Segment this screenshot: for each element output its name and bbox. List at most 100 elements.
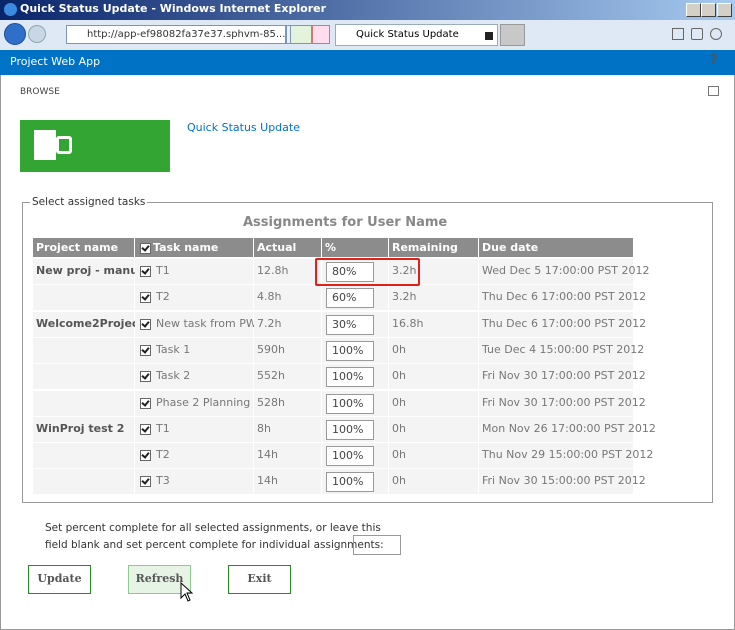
row-cell-bg (389, 416, 478, 442)
project-name: WinProj test 2 (36, 421, 125, 435)
favorites-button[interactable] (691, 28, 703, 40)
percent-all-input[interactable] (353, 535, 401, 555)
percent-input[interactable]: 100% (326, 393, 374, 414)
actual-work: 14h (257, 474, 278, 488)
row-cell-bg (389, 443, 478, 469)
row-cell-bg (135, 259, 253, 284)
row-cell-bg (479, 259, 633, 284)
remaining-work: 0h (392, 421, 406, 435)
remaining-work: 0h (392, 395, 406, 409)
row-cell-bg (135, 337, 253, 363)
column-header: Project name (33, 238, 134, 257)
instructions-line: field blank and set percent complete for… (45, 539, 384, 551)
project-name: New proj - manual (36, 264, 150, 277)
row-cell-bg (33, 469, 134, 495)
ie-icon (4, 3, 17, 16)
logo-glyph (34, 130, 56, 160)
row-cell-bg (254, 337, 321, 363)
minimize-button[interactable] (686, 3, 701, 17)
row-cell-bg (254, 285, 321, 311)
task-checkbox[interactable] (140, 476, 151, 488)
task-name: T2 (156, 448, 170, 462)
due-date: Tue Dec 4 15:00:00 PST 2012 (482, 342, 645, 356)
help-icon[interactable]: ? (710, 53, 718, 68)
due-date: Fri Nov 30 17:00:00 PST 2012 (482, 395, 646, 409)
stop-button[interactable] (312, 25, 330, 44)
maximize-button[interactable] (701, 3, 716, 17)
table-caption: Assignments for User Name (243, 215, 448, 230)
row-cell-bg (479, 285, 633, 311)
task-name: T2 (156, 290, 170, 304)
row-cell-bg (254, 259, 321, 284)
actual-work: 552h (257, 369, 285, 383)
actual-work: 590h (257, 342, 285, 356)
app-title[interactable]: Project Web App (10, 55, 101, 68)
instructions-line: Set percent complete for all selected as… (45, 522, 381, 534)
title-bar: Quick Status Update - Windows Internet E… (0, 0, 735, 20)
exit-button[interactable]: Exit (228, 565, 291, 594)
actual-work: 4.8h (257, 290, 282, 304)
remaining-work: 0h (392, 342, 406, 356)
task-checkbox[interactable] (140, 423, 151, 435)
percent-input[interactable]: 100% (326, 367, 374, 388)
update-button[interactable]: Update (28, 565, 91, 594)
select-all-checkbox[interactable] (140, 243, 151, 254)
row-cell-bg (33, 311, 134, 337)
task-checkbox[interactable] (140, 266, 151, 277)
row-cell-bg (135, 390, 253, 416)
row-cell-bg (389, 364, 478, 390)
actual-work: 12.8h (257, 264, 289, 277)
forward-button[interactable] (28, 25, 46, 43)
suite-bar: Project Web App (0, 50, 735, 75)
row-cell-bg (33, 390, 134, 416)
focus-button[interactable] (708, 86, 719, 96)
percent-input[interactable]: 100% (326, 340, 374, 361)
percent-input[interactable]: 80% (326, 262, 374, 282)
row-cell-bg (135, 416, 253, 442)
tools-button[interactable] (710, 28, 722, 40)
browser-tab[interactable]: Quick Status Update (335, 24, 498, 46)
task-checkbox[interactable] (140, 292, 151, 304)
row-cell-bg (135, 364, 253, 390)
percent-input[interactable]: 30% (326, 314, 374, 335)
row-cell-bg (389, 311, 478, 337)
home-button[interactable] (672, 28, 684, 40)
due-date: Mon Nov 26 17:00:00 PST 2012 (482, 421, 656, 435)
row-cell-bg (33, 416, 134, 442)
address-bar[interactable]: http://app-ef98082fa37e37.sphvm-85... (66, 25, 286, 44)
browse-tab[interactable]: BROWSE (20, 87, 60, 97)
task-checkbox[interactable] (140, 318, 151, 330)
row-cell-bg (33, 443, 134, 469)
due-date: Fri Nov 30 15:00:00 PST 2012 (482, 474, 646, 488)
column-header: Due date (479, 238, 633, 257)
row-cell-bg (479, 469, 633, 495)
page-link[interactable]: Quick Status Update (187, 121, 300, 134)
task-checkbox[interactable] (140, 344, 151, 356)
percent-input[interactable]: 100% (326, 446, 374, 467)
row-cell-bg (479, 390, 633, 416)
row-cell-bg (479, 337, 633, 363)
row-cell-bg (389, 285, 478, 311)
task-checkbox[interactable] (140, 450, 151, 462)
logo-glyph-arrow (56, 136, 72, 154)
percent-input[interactable]: 100% (326, 419, 374, 440)
row-cell-bg (135, 311, 253, 337)
task-checkbox[interactable] (140, 397, 151, 409)
url: http://app-ef98082fa37e37.sphvm-85... (87, 29, 286, 40)
percent-input[interactable]: 100% (326, 472, 374, 493)
percent-input[interactable]: 60% (326, 288, 374, 309)
task-checkbox[interactable] (140, 371, 151, 383)
actual-work: 14h (257, 448, 278, 462)
window-title: Quick Status Update - Windows Internet E… (20, 2, 327, 15)
new-tab[interactable] (500, 24, 525, 46)
row-cell-bg (254, 364, 321, 390)
row-cell-bg (389, 469, 478, 495)
project-name: Welcome2Project (36, 316, 144, 330)
row-cell-bg (33, 337, 134, 363)
remaining-work: 0h (392, 474, 406, 488)
tab-close[interactable] (485, 32, 493, 40)
close-button[interactable] (717, 3, 732, 17)
back-button[interactable] (4, 23, 26, 45)
refresh-button[interactable]: Refresh (128, 565, 191, 594)
refresh-button[interactable] (290, 25, 312, 44)
